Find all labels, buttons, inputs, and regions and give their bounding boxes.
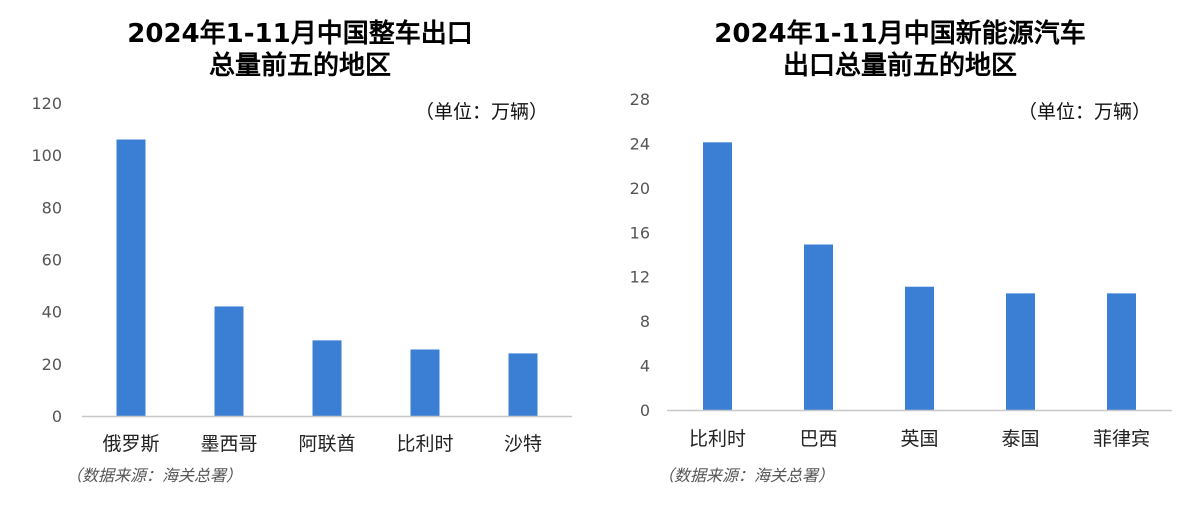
chart-title-line-2: 总量前五的地区 xyxy=(208,51,391,81)
y-tick-label: 24 xyxy=(630,134,650,153)
bar xyxy=(1107,293,1136,410)
y-tick-label: 12 xyxy=(630,268,650,287)
x-category-label: 墨西哥 xyxy=(200,433,257,455)
x-category-label: 巴西 xyxy=(799,428,837,450)
chart-title: 2024年1-11月中国整车出口 总量前五的地区 xyxy=(0,18,600,82)
chart-title-line-1: 2024年1-11月中国新能源汽车 xyxy=(714,19,1086,49)
bar xyxy=(1006,293,1035,410)
y-tick-label: 0 xyxy=(52,407,62,426)
y-tick-label: 80 xyxy=(42,198,62,217)
chart-title-line-1: 2024年1-11月中国整车出口 xyxy=(127,19,473,49)
x-category-label: 俄罗斯 xyxy=(102,433,159,455)
chart-right: 2024年1-11月中国新能源汽车 出口总量前五的地区 （单位：万辆） （数据来… xyxy=(600,0,1200,510)
y-tick-label: 20 xyxy=(42,355,62,374)
y-tick-label: 60 xyxy=(42,251,62,270)
bar xyxy=(116,139,146,416)
y-tick-label: 40 xyxy=(42,303,62,322)
x-category-label: 菲律宾 xyxy=(1093,428,1150,450)
y-tick-label: 0 xyxy=(640,401,650,420)
x-category-label: 英国 xyxy=(900,428,938,450)
bar xyxy=(508,353,538,416)
y-tick-label: 4 xyxy=(640,357,650,376)
bar-plot: 0 4 8 12 16 20 24 28 比利时 巴西 英国 泰国 菲律宾 xyxy=(630,90,1172,450)
source-label: （数据来源：海关总署） xyxy=(66,466,243,485)
x-category-label: 比利时 xyxy=(689,428,746,450)
unit-label: （单位：万辆） xyxy=(415,101,549,123)
chart-left: 2024年1-11月中国整车出口 总量前五的地区 （单位：万辆） （数据来源：海… xyxy=(0,18,600,485)
x-category-label: 沙特 xyxy=(504,433,542,455)
bar xyxy=(214,306,244,416)
unit-label: （单位：万辆） xyxy=(1018,101,1152,123)
chart-title: 2024年1-11月中国新能源汽车 出口总量前五的地区 xyxy=(600,18,1200,82)
bar xyxy=(905,286,934,410)
y-tick-label: 120 xyxy=(31,94,62,113)
x-category-label: 比利时 xyxy=(396,433,453,455)
bar-plot: 0 20 40 60 80 100 120 俄罗斯 墨西哥 阿联酋 比利时 沙特 xyxy=(31,94,572,455)
bar xyxy=(804,244,833,410)
y-tick-label: 28 xyxy=(630,90,650,109)
source-label: （数据来源：海关总署） xyxy=(658,466,835,485)
y-tick-label: 100 xyxy=(31,146,62,165)
y-tick-label: 16 xyxy=(630,223,650,242)
bar xyxy=(703,142,732,410)
bar xyxy=(312,340,342,416)
x-category-label: 泰国 xyxy=(1001,428,1039,450)
bar xyxy=(410,349,440,416)
x-category-label: 阿联酋 xyxy=(298,433,355,455)
y-tick-label: 8 xyxy=(640,312,650,331)
y-tick-label: 20 xyxy=(630,179,650,198)
chart-title-line-2: 出口总量前五的地区 xyxy=(782,51,1017,81)
